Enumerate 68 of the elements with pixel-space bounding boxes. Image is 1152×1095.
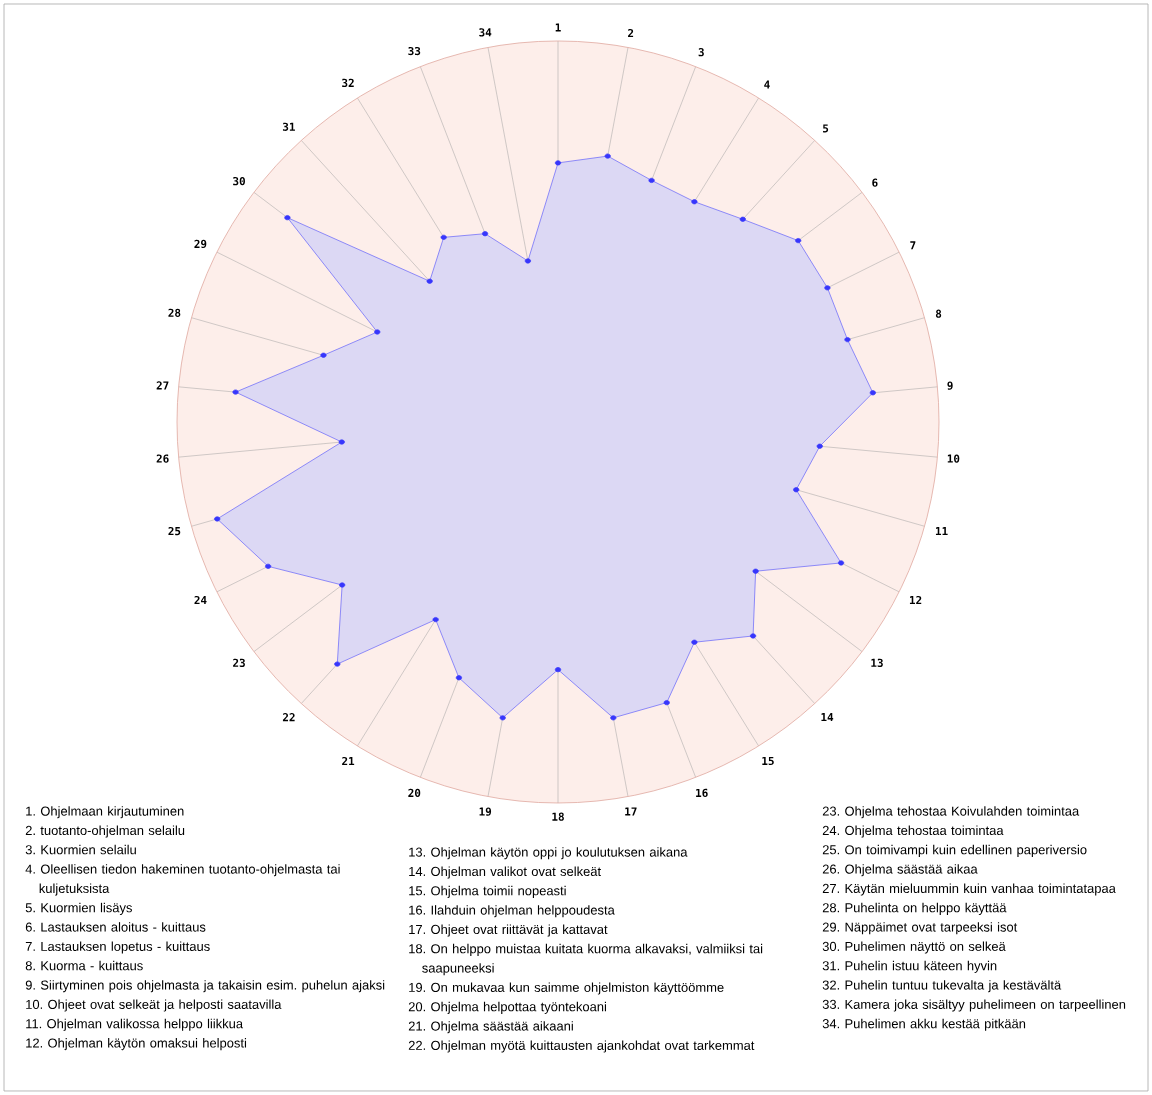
text: 13. Ohjelman käytön oppi jo koulutuksen aikana <box>409 847 688 860</box>
spoke-label: 8 <box>935 309 942 318</box>
spoke-label: 1 <box>555 23 561 32</box>
spoke-label: 31 <box>282 122 295 131</box>
text: 9. Siirtyminen pois ohjelmasta ja takaisin esim. puhelun ajaksi <box>25 980 385 993</box>
text: 16. Ilahduin ohjelman helppoudesta <box>409 905 615 918</box>
text: 26. Ohjelma säästää aikaa <box>822 864 978 877</box>
text: 1. Ohjelmaan kirjautuminen <box>26 806 184 819</box>
spoke-label: 24 <box>194 595 207 605</box>
spoke-label: 32 <box>342 78 354 88</box>
spoke-label: 20 <box>408 788 421 798</box>
text: 12. Ohjelman käytön omaksui helposti <box>26 1038 247 1051</box>
spoke-label: 25 <box>168 526 181 536</box>
spoke-label: 11 <box>935 527 948 536</box>
text: 18. On helppo muistaa kuitata kuorma alkavaksi, valmiiksi tai saapuneeksi <box>409 943 763 976</box>
text: 27. Käytän mieluummin kuin vanhaa toimintatapaa <box>822 883 1116 896</box>
spoke-label: 18 <box>552 812 564 821</box>
text: 33. Kamera joka sisältyy puhelimeen on tarpeellinen <box>822 999 1126 1012</box>
text: 8. Kuorma - kuittaus <box>25 960 143 971</box>
text: 30. Puhelimen näyttö on selkeä <box>822 941 1006 954</box>
text: 21. Ohjelma säästää aikaani <box>408 1021 573 1034</box>
spoke-label: 16 <box>696 788 708 798</box>
text: 11. Ohjelman valikossa helppo liikkua <box>26 1018 244 1031</box>
spoke-label: 2 <box>628 28 634 38</box>
spoke-label: 22 <box>282 713 295 722</box>
spoke-label: 28 <box>168 308 181 317</box>
spoke-label: 17 <box>625 807 637 816</box>
spoke-label: 5 <box>823 124 829 133</box>
text: 14. Ohjelman valikot ovat selkeät <box>409 866 601 879</box>
spoke-label: 13 <box>871 658 883 667</box>
spoke-label: 30 <box>233 176 245 186</box>
text: 20. Ohjelma helpottaa työntekoani <box>408 1001 606 1014</box>
text: 31. Puhelin istuu käteen hyvin <box>822 960 997 973</box>
spoke-label: 14 <box>821 713 834 722</box>
spoke-label: 4 <box>764 80 770 89</box>
text: 7. Lastauksen lopetus - kuittaus <box>25 941 210 954</box>
text: 17. Ohjeet ovat riittävät ja kattavat <box>409 924 608 937</box>
text: 29. Näppäimet ovat tarpeeksi isot <box>822 922 1018 935</box>
spoke-label: 15 <box>762 756 774 766</box>
spoke-label: 23 <box>233 658 245 667</box>
text: 3. Kuormien selailu <box>25 844 136 855</box>
spoke-label: 19 <box>479 807 492 816</box>
spoke-label: 6 <box>872 178 878 187</box>
spoke-label: 9 <box>947 381 953 390</box>
text: 25. On toimivampi kuin edellinen paperiversio <box>822 844 1087 857</box>
text: 10. Ohjeet ovat selkeät ja helposti saatavilla <box>26 999 282 1012</box>
text: 2. tuotanto-ohjelman selailu <box>25 825 185 838</box>
text: 22. Ohjelman myötä kuittausten ajankohdat ovat tarkemmat <box>408 1040 755 1053</box>
spoke-label: 21 <box>342 756 355 766</box>
text: 28. Puhelinta on helppo käyttää <box>822 902 1007 915</box>
spoke-label: 10 <box>947 454 960 463</box>
text: 6. Lastauksen aloitus - kuittaus <box>25 922 206 932</box>
text: 4. Oleellisen tiedon hakeminen tuotanto-ohjelmasta tai kuljetuksista <box>25 864 340 896</box>
text: 15. Ohjelma toimii nopeasti <box>409 885 566 898</box>
spoke-label: 29 <box>194 239 207 249</box>
text: 23. Ohjelma tehostaa Koivulahden toimintaa <box>822 806 1080 819</box>
spoke-label: 27 <box>156 381 169 390</box>
spoke-label: 7 <box>910 241 916 250</box>
spoke-label: 3 <box>698 48 704 57</box>
spoke-label: 34 <box>479 28 492 37</box>
spoke-label: 26 <box>156 454 169 463</box>
spoke-label: 12 <box>909 595 922 605</box>
text: 34. Puhelimen akku kestää pitkään <box>822 1018 1026 1031</box>
spoke-label: 33 <box>408 46 421 56</box>
text: 32. Puhelin tuntuu tukevalta ja kestävältä <box>822 980 1062 993</box>
text: 5. Kuormien lisäys <box>25 902 132 915</box>
text: 19. On mukavaa kun saimme ohjelmiston käyttöömme <box>409 982 724 995</box>
text: 24. Ohjelma tehostaa toimintaa <box>822 825 1004 838</box>
